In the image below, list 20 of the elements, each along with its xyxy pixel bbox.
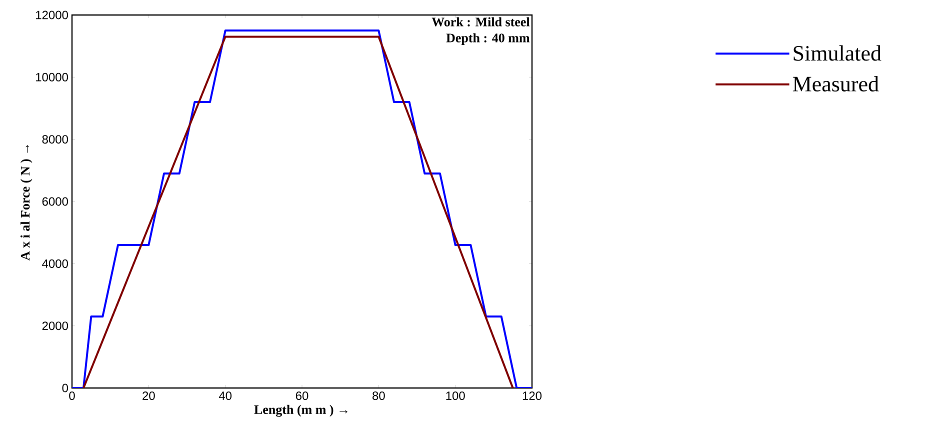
legend-label: Measured — [792, 76, 879, 92]
y-tick-label: 12000 — [36, 10, 68, 20]
x-tick-label: 80 — [372, 392, 385, 400]
x-tick-label: 60 — [296, 392, 308, 400]
x-tick-label: 40 — [218, 392, 232, 400]
annotation: Depth : 40 mm — [446, 33, 530, 45]
y-tick-label: 0 — [62, 384, 68, 392]
x-tick-label: 20 — [142, 392, 155, 400]
x-tick-label: 100 — [446, 392, 465, 400]
y-axis-title: A x i al Force ( N ) → — [20, 145, 32, 260]
x-tick-label: 0 — [69, 392, 75, 400]
y-tick-label: 6000 — [42, 197, 68, 206]
y-tick-label: 10000 — [36, 72, 68, 82]
y-tick-label: 2000 — [42, 322, 68, 330]
x-tick-label: 120 — [522, 392, 542, 400]
y-tick-label: 4000 — [42, 259, 68, 268]
annotation: Work : Mild steel — [432, 17, 530, 26]
legend-label: Simulated — [794, 45, 882, 61]
y-tick-label: 8000 — [42, 135, 68, 144]
x-axis-title: Length (m m ) → — [254, 404, 348, 417]
